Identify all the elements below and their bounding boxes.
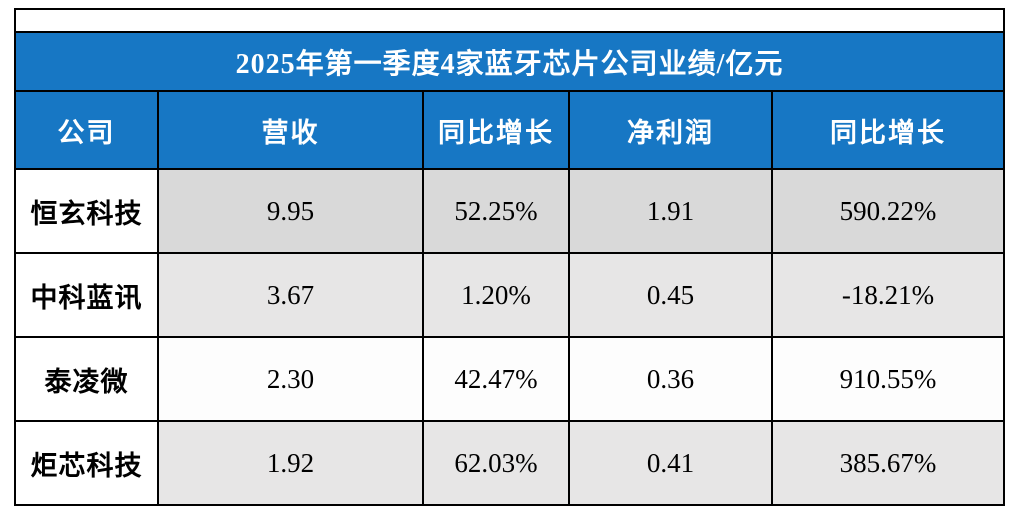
table-title: 2025年第一季度4家蓝牙芯片公司业绩/亿元 — [13, 31, 1006, 92]
net-profit-cell: 0.41 — [568, 420, 773, 506]
revenue-cell: 2.30 — [157, 336, 424, 422]
spacer-cell — [13, 8, 1006, 33]
col-header-net-profit-yoy: 同比增长 — [770, 90, 1006, 170]
col-header-company: 公司 — [14, 90, 159, 170]
net-profit-cell: 1.91 — [568, 168, 773, 254]
revenue-cell: 9.95 — [157, 168, 424, 254]
revenue-yoy-cell: 62.03% — [422, 420, 570, 506]
table-row-zhongkelanxun: 中科蓝讯 3.67 1.20% 0.45 -18.21% — [14, 252, 1006, 338]
col-header-net-profit: 净利润 — [568, 90, 773, 170]
revenue-cell: 1.92 — [157, 420, 424, 506]
revenue-yoy-cell: 52.25% — [422, 168, 570, 254]
col-header-revenue-yoy: 同比增长 — [422, 90, 570, 170]
revenue-cell: 3.67 — [157, 252, 424, 338]
table-top-spacer — [13, 8, 1006, 33]
table-title-row: 2025年第一季度4家蓝牙芯片公司业绩/亿元 — [13, 31, 1006, 92]
col-header-revenue: 营收 — [157, 90, 424, 170]
company-name-cell: 恒玄科技 — [14, 168, 159, 254]
performance-table: 2025年第一季度4家蓝牙芯片公司业绩/亿元 公司 营收 同比增长 净利润 同比… — [13, 8, 1006, 506]
net-profit-cell: 0.45 — [568, 252, 773, 338]
company-name-cell: 炬芯科技 — [14, 420, 159, 506]
company-name-cell: 中科蓝讯 — [14, 252, 159, 338]
net-profit-cell: 0.36 — [568, 336, 773, 422]
company-name-cell: 泰凌微 — [14, 336, 159, 422]
table-header-row: 公司 营收 同比增长 净利润 同比增长 — [14, 90, 1006, 170]
net-profit-yoy-cell: 385.67% — [770, 420, 1006, 506]
net-profit-yoy-cell: 910.55% — [770, 336, 1006, 422]
net-profit-yoy-cell: -18.21% — [770, 252, 1006, 338]
net-profit-yoy-cell: 590.22% — [770, 168, 1006, 254]
table-row-hengxuan: 恒玄科技 9.95 52.25% 1.91 590.22% — [14, 168, 1006, 254]
table-row-tailingwei: 泰凌微 2.30 42.47% 0.36 910.55% — [14, 336, 1006, 422]
revenue-yoy-cell: 1.20% — [422, 252, 570, 338]
table-row-juxin: 炬芯科技 1.92 62.03% 0.41 385.67% — [14, 420, 1006, 506]
revenue-yoy-cell: 42.47% — [422, 336, 570, 422]
